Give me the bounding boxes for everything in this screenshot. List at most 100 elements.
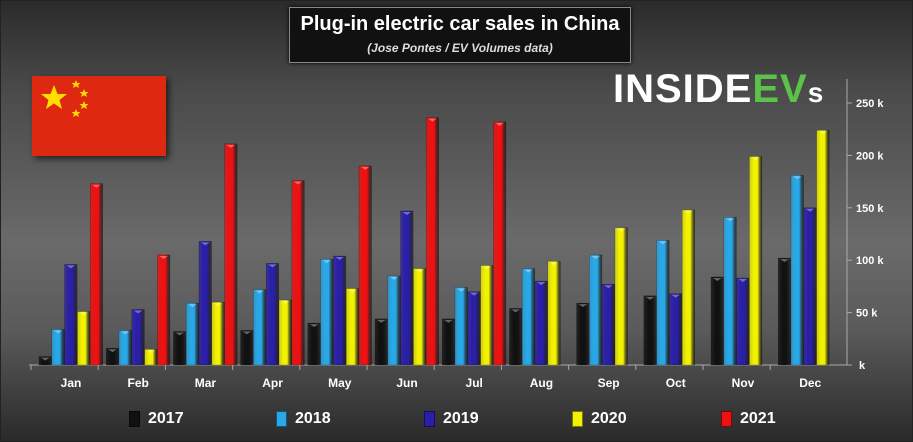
- bar-cap: [281, 301, 290, 305]
- bar-cap: [402, 211, 412, 215]
- bar-2018-May: [320, 258, 334, 366]
- bar-cap: [591, 255, 600, 259]
- bar-2021-Jan: [89, 183, 103, 366]
- y-tick-label: k: [859, 360, 866, 372]
- bar-cap: [348, 289, 357, 293]
- bar-2017-Nov: [710, 276, 724, 366]
- bar-cap: [188, 304, 197, 308]
- bar-2019-Mar: [198, 241, 212, 366]
- bar-2018-Sep: [589, 254, 603, 366]
- bar-cap: [658, 241, 668, 245]
- bar-cap: [268, 264, 277, 268]
- bar-2020-May: [345, 288, 359, 366]
- bar-2021-Jul: [493, 121, 507, 366]
- x-tick-label: Jun: [396, 376, 417, 390]
- bar-2018-Apr: [253, 289, 267, 366]
- bar-2017-Feb: [105, 347, 119, 366]
- bar-2018-Feb: [118, 330, 132, 366]
- bar-cap: [511, 309, 520, 313]
- bar-2020-Aug: [547, 260, 561, 366]
- bar-2021-Feb: [157, 254, 171, 366]
- bar-cap: [617, 228, 626, 232]
- bar-cap: [389, 276, 399, 280]
- bar-cap: [738, 279, 748, 283]
- bar-cap: [751, 157, 760, 161]
- bar-cap: [457, 288, 466, 292]
- x-tick-label: Oct: [666, 376, 686, 390]
- bar-cap: [725, 218, 735, 222]
- bar-2020-Dec: [816, 129, 830, 366]
- chart-subtitle: (Jose Pontes / EV Volumes data): [367, 41, 553, 55]
- bar-cap: [578, 304, 588, 308]
- legend-label: 2019: [443, 410, 479, 427]
- x-tick-label: Feb: [128, 376, 149, 390]
- bar-cap: [108, 349, 117, 353]
- bar-cap: [818, 131, 828, 135]
- y-tick-label: 150 k: [856, 203, 884, 215]
- bar-cap: [121, 331, 130, 335]
- legend-label: 2018: [295, 410, 331, 427]
- legend-item-2020: 2020: [572, 410, 627, 428]
- chart-title: Plug-in electric car sales in China: [300, 13, 620, 35]
- legend-swatch: [572, 411, 583, 427]
- bar-2021-Mar: [224, 143, 238, 366]
- x-tick-label: Jan: [61, 376, 82, 390]
- bar-cap: [671, 294, 680, 298]
- bar-2018-Aug: [521, 268, 535, 366]
- bar-cap: [322, 260, 332, 264]
- legend-item-2019: 2019: [424, 410, 479, 428]
- bar-cap: [537, 282, 546, 286]
- bar-cap: [92, 184, 101, 188]
- bar-2017-May: [307, 322, 321, 366]
- y-tick-label: 50 k: [856, 308, 878, 320]
- legend-label: 2021: [740, 410, 776, 427]
- bar-2020-Nov: [749, 156, 763, 366]
- bar-cap: [444, 319, 453, 323]
- bar-2020-Apr: [278, 299, 292, 366]
- legend-label: 2017: [148, 410, 184, 427]
- bar-2019-Feb: [131, 309, 145, 366]
- bar-cap: [415, 269, 424, 273]
- bar-2018-Nov: [723, 216, 737, 366]
- bar-2020-Feb: [144, 349, 158, 366]
- china-flag-icon: [32, 76, 166, 156]
- bar-2019-Oct: [669, 293, 683, 366]
- bar-cap: [242, 331, 252, 335]
- legend-item-2017: 2017: [129, 410, 184, 428]
- bar-2020-Jul: [480, 265, 494, 366]
- bar-cap: [428, 118, 437, 122]
- bar-2017-Jul: [441, 318, 455, 366]
- bar-cap: [549, 262, 559, 266]
- bar-2017-Mar: [173, 331, 187, 366]
- bar-cap: [79, 312, 88, 316]
- bar-2018-Jan: [51, 329, 65, 366]
- bar-cap: [335, 257, 344, 261]
- bar-cap: [175, 332, 184, 336]
- bar-2021-May: [358, 165, 372, 366]
- bar-cap: [482, 266, 492, 270]
- bar-cap: [226, 144, 236, 148]
- legend-label: 2020: [591, 410, 627, 427]
- x-tick-label: Sep: [598, 376, 620, 390]
- bar-2020-Sep: [614, 227, 628, 366]
- bar-cap: [66, 265, 76, 269]
- bar-2017-Aug: [509, 308, 523, 366]
- bar-cap: [159, 255, 168, 259]
- bar-cap: [469, 292, 479, 296]
- bar-cap: [524, 269, 533, 273]
- bar-2017-Jun: [374, 318, 388, 366]
- bar-2019-Jun: [400, 210, 414, 366]
- bar-2019-Sep: [601, 284, 615, 366]
- x-tick-label: Dec: [799, 376, 821, 390]
- bar-2017-Apr: [240, 330, 254, 366]
- legend-swatch: [721, 411, 732, 427]
- bar-2017-Sep: [576, 302, 590, 366]
- x-tick-label: Aug: [530, 376, 553, 390]
- bar-2020-Jun: [413, 268, 427, 366]
- flag-stars: [41, 80, 89, 117]
- bar-cap: [293, 181, 303, 185]
- y-tick-label: 200 k: [856, 150, 884, 162]
- bar-cap: [201, 242, 210, 246]
- bar-cap: [495, 122, 504, 126]
